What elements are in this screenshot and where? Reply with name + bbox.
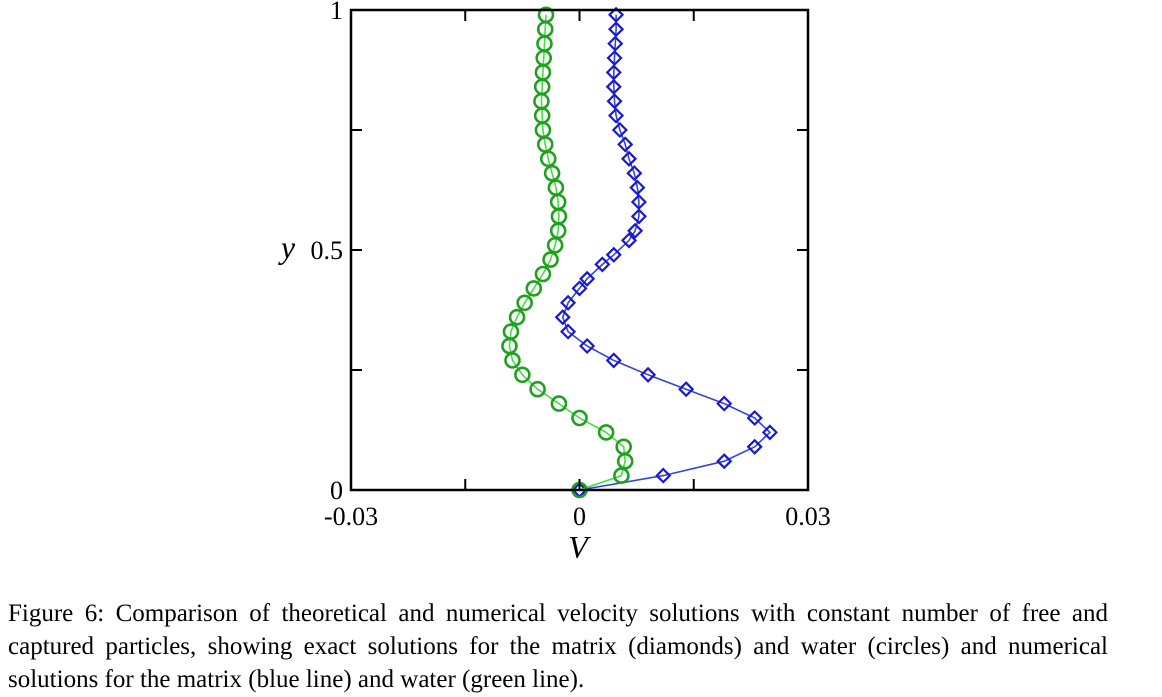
matrix-diamond-marker	[606, 93, 623, 110]
x-tick-label: -0.03	[324, 502, 378, 531]
x-axis-label: V	[568, 529, 591, 565]
matrix-diamond-marker	[629, 179, 646, 196]
matrix-diamond-marker	[608, 21, 625, 38]
x-tick-label: 0	[573, 502, 586, 531]
water-circle-marker	[525, 280, 543, 297]
matrix-diamond-marker	[746, 438, 763, 455]
matrix-diamond-marker	[620, 232, 638, 249]
matrix-diamond-marker	[605, 78, 622, 95]
matrix-diamond-marker	[655, 467, 672, 484]
water-circle-marker	[542, 251, 559, 268]
water-circle-marker	[543, 164, 561, 182]
y-tick-label: 0	[330, 476, 343, 505]
matrix-diamond-marker	[607, 35, 624, 52]
matrix-diamond-marker	[605, 64, 622, 81]
water-circle-marker	[537, 6, 555, 24]
matrix-diamond-marker	[571, 280, 588, 297]
matrix-diamond-marker	[554, 309, 571, 326]
water-circle-marker	[597, 424, 615, 441]
matrix-diamond-marker	[605, 352, 622, 369]
water-circle-marker	[550, 395, 568, 412]
matrix-diamond-marker	[639, 366, 657, 383]
water-circle-marker	[613, 467, 630, 484]
series-matrix	[554, 6, 778, 499]
series-layer	[501, 6, 778, 499]
matrix-diamond-marker	[617, 136, 634, 153]
matrix-diamond-marker	[606, 49, 623, 67]
matrix-diamond-marker	[627, 222, 644, 239]
water-circle-marker	[514, 366, 531, 384]
water-circle-marker	[615, 438, 632, 456]
matrix-diamond-marker	[716, 395, 733, 412]
matrix-diamond-marker	[626, 165, 643, 182]
water-circle-marker	[508, 308, 526, 326]
water-circle-marker	[516, 294, 533, 312]
matrix-diamond-marker	[560, 323, 577, 340]
matrix-diamond-marker	[630, 193, 647, 211]
water-circle-marker	[534, 265, 552, 283]
matrix-diamond-marker	[608, 107, 625, 124]
matrix-diamond-marker	[594, 256, 611, 273]
matrix-diamond-marker	[611, 121, 628, 139]
y-tick-label: 0.5	[311, 236, 344, 265]
y-tick-label: 1	[330, 0, 343, 25]
matrix-diamond-marker	[620, 150, 638, 167]
figure-caption: Figure 6: Comparison of theoretical and …	[8, 600, 1108, 693]
water-circle-marker	[502, 323, 520, 340]
water-circle-marker	[529, 380, 546, 398]
water-circle-marker	[571, 409, 588, 427]
matrix-diamond-marker	[630, 208, 647, 225]
matrix-diamond-marker	[579, 270, 596, 287]
water-circle-marker	[547, 179, 565, 196]
matrix-diamond-marker	[746, 409, 763, 427]
matrix-diamond-marker	[678, 381, 695, 398]
y-axis-label: y	[278, 229, 296, 265]
matrix-diamond-marker	[605, 246, 622, 263]
matrix-diamond-marker	[716, 453, 733, 470]
matrix-diamond-marker	[608, 6, 625, 23]
matrix-diamond-marker	[761, 424, 778, 441]
matrix-diamond-marker	[579, 337, 596, 355]
matrix-diamond-marker	[560, 294, 577, 311]
matrix-line	[561, 14, 772, 491]
x-tick-label: 0.03	[785, 502, 831, 531]
